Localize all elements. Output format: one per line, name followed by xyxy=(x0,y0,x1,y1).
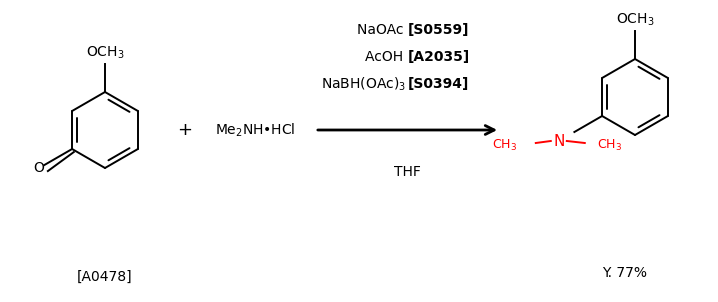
Text: CH$_3$: CH$_3$ xyxy=(492,137,517,153)
Text: O: O xyxy=(34,161,45,175)
Text: THF: THF xyxy=(394,165,421,179)
Text: [S0394]: [S0394] xyxy=(408,77,469,91)
Text: Y. 77%: Y. 77% xyxy=(602,266,648,280)
Text: OCH$_3$: OCH$_3$ xyxy=(616,11,654,28)
Text: AcOH: AcOH xyxy=(365,50,408,64)
Text: [A2035]: [A2035] xyxy=(408,50,470,64)
Text: NaOAc: NaOAc xyxy=(357,23,408,37)
Text: [A0478]: [A0478] xyxy=(78,270,133,284)
Text: Me$_2$NH•HCl: Me$_2$NH•HCl xyxy=(215,121,295,139)
Text: N: N xyxy=(553,133,564,149)
Text: +: + xyxy=(177,121,192,139)
Text: CH$_3$: CH$_3$ xyxy=(597,137,622,153)
Text: OCH$_3$: OCH$_3$ xyxy=(85,45,124,61)
Text: NaBH(OAc)$_3$: NaBH(OAc)$_3$ xyxy=(321,75,408,93)
Text: [S0559]: [S0559] xyxy=(408,23,469,37)
